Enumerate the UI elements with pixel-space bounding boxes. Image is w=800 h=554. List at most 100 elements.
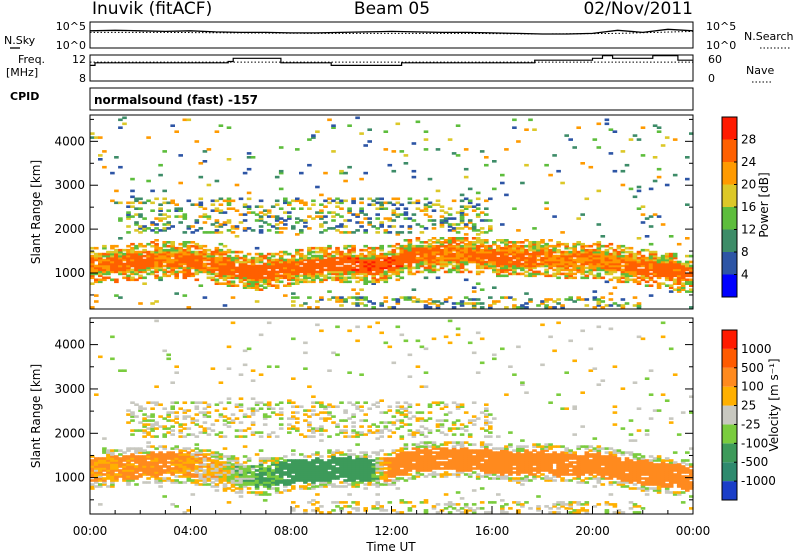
range-gate-cell xyxy=(110,451,115,454)
range-gate-cell xyxy=(355,258,360,262)
range-gate-cell xyxy=(214,274,220,278)
range-gate-cell xyxy=(242,473,248,476)
range-gate-cell xyxy=(190,272,196,276)
range-gate-cell xyxy=(656,262,662,266)
range-gate-cell xyxy=(387,264,393,268)
range-gate-cell xyxy=(532,248,537,252)
range-gate-cell xyxy=(182,266,188,270)
range-gate-cell xyxy=(455,227,461,230)
range-gate-cell xyxy=(270,469,276,472)
range-gate-cell xyxy=(616,250,622,254)
range-gate-cell xyxy=(166,252,171,256)
range-gate-cell xyxy=(190,264,196,268)
range-gate-cell xyxy=(359,262,364,266)
range-gate-cell xyxy=(174,475,179,478)
range-gate-cell xyxy=(94,469,99,472)
range-gate-cell xyxy=(652,260,658,264)
range-gate-cell xyxy=(367,280,372,284)
range-gate-cell xyxy=(226,481,232,484)
range-gate-cell xyxy=(94,479,99,482)
range-gate-cell xyxy=(190,225,196,228)
range-gate-cell xyxy=(391,213,397,216)
range-gate-cell xyxy=(122,467,127,470)
range-gate-cell xyxy=(347,457,352,460)
range-gate-cell xyxy=(552,262,557,266)
range-gate-cell xyxy=(166,274,171,278)
range-gate-cell xyxy=(303,511,308,514)
range-gate-cell xyxy=(447,455,453,458)
range-gate-cell xyxy=(118,469,123,472)
range-gate-cell xyxy=(419,473,425,476)
range-gate-cell xyxy=(214,229,220,232)
range-gate-cell xyxy=(194,244,200,248)
range-gate-cell xyxy=(596,302,602,305)
range-gate-cell xyxy=(411,260,417,264)
range-gate-cell xyxy=(496,262,501,266)
range-gate-cell xyxy=(138,231,143,234)
range-gate-cell xyxy=(375,270,380,274)
range-gate-cell xyxy=(648,266,654,270)
range-gate-cell xyxy=(471,306,477,309)
range-gate-cell xyxy=(94,254,99,258)
range-gate-cell xyxy=(415,266,421,270)
range-gate-cell xyxy=(455,242,461,246)
range-gate-cell xyxy=(278,254,284,258)
range-gate-cell xyxy=(319,403,324,406)
range-gate-cell xyxy=(339,199,344,203)
range-gate-cell xyxy=(367,217,372,220)
range-gate-cell xyxy=(186,477,192,480)
range-gate-cell xyxy=(158,248,163,252)
range-gate-cell xyxy=(455,239,461,242)
range-gate-cell xyxy=(291,264,296,268)
range-gate-cell xyxy=(315,272,320,276)
noise-panel-frame xyxy=(89,21,694,49)
range-gate-cell xyxy=(182,258,188,262)
range-gate-cell xyxy=(154,465,159,468)
range-gate-cell xyxy=(680,276,686,280)
range-gate-cell xyxy=(576,252,581,256)
range-gate-cell xyxy=(198,244,204,248)
range-gate-cell xyxy=(447,319,453,323)
range-gate-cell xyxy=(291,487,296,490)
range-gate-cell xyxy=(423,300,429,303)
range-gate-cell xyxy=(291,449,296,452)
range-gate-cell xyxy=(528,252,533,256)
range-gate-cell xyxy=(283,276,288,280)
range-gate-cell xyxy=(439,225,445,228)
range-gate-cell xyxy=(287,423,292,426)
range-gate-cell xyxy=(266,407,272,410)
range-gate-cell xyxy=(202,471,208,474)
range-gate-cell xyxy=(122,248,127,252)
range-gate-cell xyxy=(423,306,429,309)
range-gate-cell xyxy=(134,262,139,266)
range-gate-cell xyxy=(246,276,252,280)
range-gate-cell xyxy=(266,229,272,232)
range-gate-cell xyxy=(443,461,449,464)
range-gate-cell xyxy=(463,233,469,236)
range-gate-cell xyxy=(250,280,256,284)
range-gate-cell xyxy=(435,268,441,272)
range-gate-cell xyxy=(395,201,401,205)
range-gate-cell xyxy=(142,201,147,205)
range-gate-cell xyxy=(258,211,264,214)
range-gate-cell xyxy=(475,248,481,252)
range-gate-cell xyxy=(319,223,324,226)
range-gate-cell xyxy=(387,483,393,486)
range-gate-cell xyxy=(463,250,469,254)
range-gate-cell xyxy=(664,272,670,276)
range-gate-cell xyxy=(387,219,393,222)
range-gate-cell xyxy=(287,467,292,470)
range-gate-cell xyxy=(299,405,304,408)
range-gate-cell xyxy=(283,252,288,256)
range-gate-cell xyxy=(142,248,147,252)
range-gate-cell xyxy=(118,449,123,452)
range-gate-cell xyxy=(516,229,521,232)
range-gate-cell xyxy=(118,465,123,468)
range-gate-cell xyxy=(291,401,296,404)
y-tick-label: 1000 xyxy=(54,266,85,280)
range-gate-cell xyxy=(226,397,232,400)
range-gate-cell xyxy=(178,221,183,224)
range-gate-cell xyxy=(134,221,139,224)
range-gate-cell xyxy=(311,435,316,438)
range-gate-cell xyxy=(206,469,212,472)
